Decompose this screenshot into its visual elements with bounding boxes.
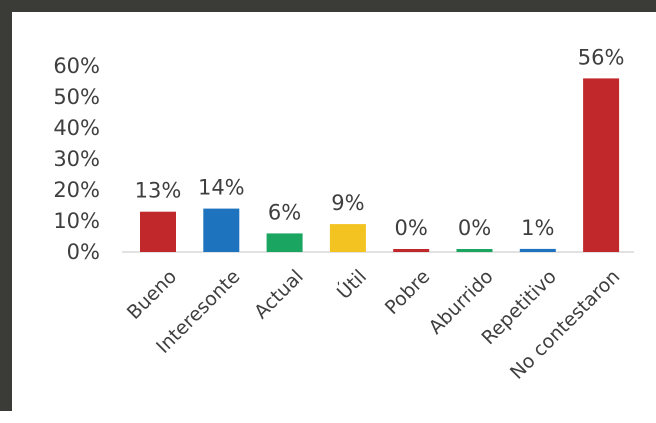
data-labels: 13% 14% 6% 9% 0% 0% 1% 56% [135, 45, 625, 240]
bar-chart: 0% 10% 20% 30% 40% 50% 60% 13% 14% 6% 9% 0% 0% 1% 56%… [53, 45, 634, 384]
data-label: 0% [458, 216, 491, 240]
bar [140, 211, 176, 252]
y-tick-label: 30% [53, 147, 100, 171]
data-label: 6% [268, 200, 301, 224]
data-label: 56% [578, 45, 625, 69]
y-tick-label: 10% [53, 209, 100, 233]
bar [203, 208, 240, 252]
bar [329, 224, 366, 252]
y-tick-label: 0% [67, 240, 100, 264]
bar [519, 248, 556, 252]
data-label: 13% [135, 179, 182, 203]
data-label: 0% [395, 216, 428, 240]
y-tick-label: 60% [53, 54, 100, 78]
bars [140, 78, 620, 253]
bar [393, 249, 430, 252]
y-tick-label: 20% [53, 178, 100, 202]
bar [266, 233, 303, 252]
y-tick-label: 40% [53, 116, 100, 140]
data-label: 9% [331, 191, 364, 215]
bar [583, 78, 620, 253]
category-label: Pobre [381, 266, 434, 319]
data-label: 14% [198, 176, 245, 200]
bar [456, 249, 493, 252]
chart-frame: 0% 10% 20% 30% 40% 50% 60% 13% 14% 6% 9% 0% 0% 1% 56%… [0, 0, 656, 411]
category-label: Actual [250, 266, 308, 324]
category-label: No contestaron [506, 266, 624, 384]
y-axis-ticks: 0% 10% 20% 30% 40% 50% 60% [53, 54, 100, 264]
category-label: Útil [332, 264, 372, 304]
category-label: Bueno [123, 266, 181, 324]
y-tick-label: 50% [53, 85, 100, 109]
data-label: 1% [521, 216, 554, 240]
